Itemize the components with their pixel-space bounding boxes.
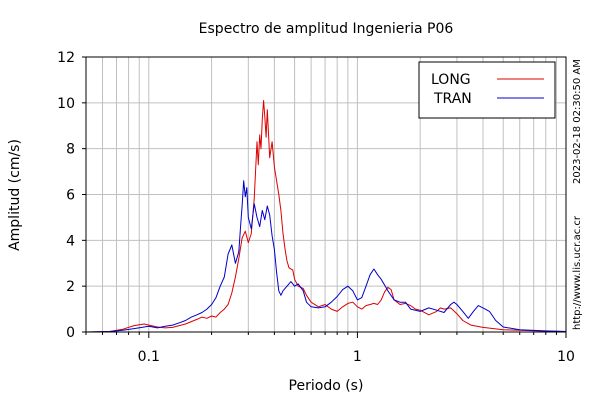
x-axis-label: Periodo (s) [289, 378, 364, 394]
x-tick-label: 0.1 [138, 349, 160, 365]
timestamp-side-text: 2023-02-18 02:30:50 AM [572, 59, 583, 184]
legend-label-tran: TRAN [433, 91, 472, 107]
axis-ticks: 0 2 4 6 8 10 12 0.1 1 10 [57, 50, 575, 365]
x-tick-label: 1 [353, 349, 362, 365]
y-tick-label: 4 [66, 233, 75, 249]
url-side-text: http://www.lis.ucr.ac.cr [572, 215, 583, 330]
y-tick-label: 2 [66, 279, 75, 295]
chart-title: Espectro de amplitud Ingenieria P06 [199, 21, 454, 37]
legend-label-long: LONG [431, 72, 471, 88]
y-tick-label: 10 [57, 96, 75, 112]
series-lines [85, 100, 567, 333]
y-axis-label: Amplitud (cm/s) [7, 139, 23, 251]
y-tick-label: 12 [57, 50, 75, 66]
y-tick-label: 6 [66, 188, 75, 204]
x-tick-label: 10 [557, 349, 575, 365]
legend-box [418, 61, 556, 119]
series-line-tran [85, 180, 567, 333]
y-tick-label: 0 [66, 325, 75, 341]
series-line-long [85, 100, 567, 333]
legend: LONG TRAN [418, 61, 556, 119]
y-tick-label: 8 [66, 142, 75, 158]
